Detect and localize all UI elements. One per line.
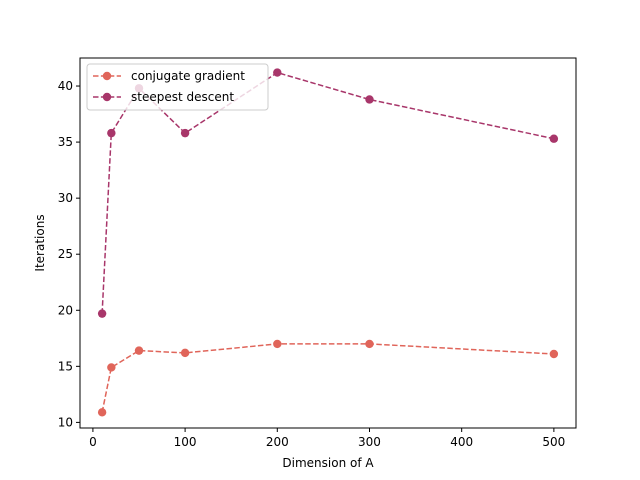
x-tick-label: 0 <box>89 435 97 449</box>
y-tick-label: 35 <box>58 135 73 149</box>
y-tick-label: 25 <box>58 247 73 261</box>
y-tick-label: 40 <box>58 79 73 93</box>
x-tick-label: 400 <box>450 435 473 449</box>
legend-label-0: conjugate gradient <box>131 69 245 83</box>
data-point <box>365 339 374 349</box>
data-point <box>365 95 374 104</box>
data-point <box>134 346 144 355</box>
y-tick-label: 20 <box>58 303 73 317</box>
legend-marker-1 <box>102 92 112 102</box>
legend-box <box>86 63 269 111</box>
data-point <box>180 348 190 358</box>
data-point <box>97 309 107 318</box>
data-point <box>180 128 190 138</box>
x-tick-label: 100 <box>174 435 197 449</box>
data-point <box>107 128 116 138</box>
data-point <box>97 408 107 417</box>
x-tick-label: 300 <box>358 435 381 449</box>
x-axis-ticks: 0 100 200 300 400 500 <box>89 428 565 449</box>
x-tick-label: 500 <box>542 435 565 449</box>
data-point <box>549 134 559 143</box>
legend-marker-0 <box>102 71 112 81</box>
data-point <box>107 363 116 372</box>
y-axis-ticks: 10 15 20 25 30 35 40 <box>58 79 80 429</box>
plot-area <box>97 68 559 417</box>
x-axis-label: Dimension of A <box>282 456 374 470</box>
y-tick-label: 15 <box>58 359 73 373</box>
y-axis-label: Iterations <box>33 214 47 271</box>
plot-frame <box>79 57 577 429</box>
data-point <box>549 349 559 359</box>
data-point <box>273 68 282 77</box>
legend-label-1: steepest descent <box>131 90 234 104</box>
legend: conjugate gradient steepest descent <box>86 63 269 111</box>
data-point <box>273 339 282 349</box>
y-tick-label: 10 <box>58 415 73 429</box>
x-tick-label: 200 <box>266 435 289 449</box>
y-tick-label: 30 <box>58 191 73 205</box>
axes <box>79 57 577 429</box>
